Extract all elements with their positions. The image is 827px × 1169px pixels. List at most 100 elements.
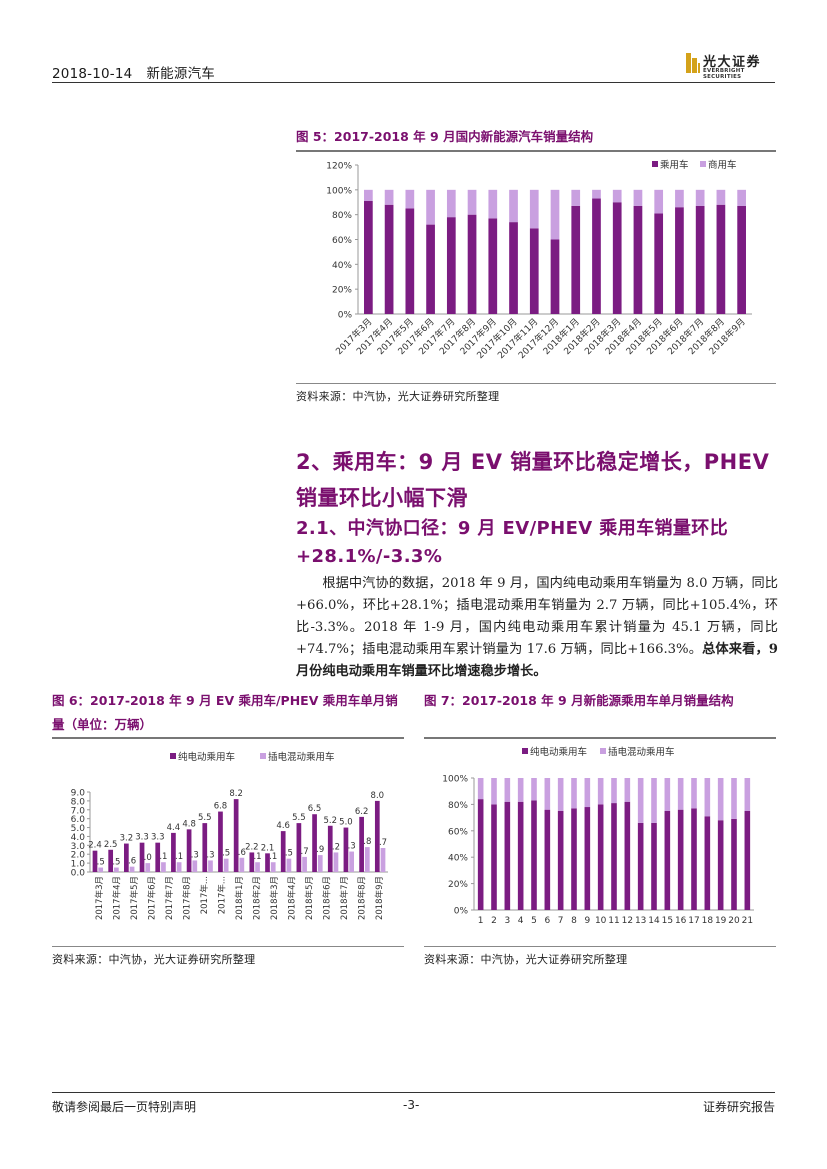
fig5-bar-secondary xyxy=(612,189,622,203)
fig6-x-tick-label: 2018年3月 xyxy=(269,876,280,920)
fig6-data-label: 3.3 xyxy=(151,833,165,843)
fig7-x-tick-label: 5 xyxy=(531,916,537,926)
fig6-data-label: .1 xyxy=(175,852,183,862)
brand-name-en: EVERBRIGHT SECURITIES xyxy=(703,68,745,80)
fig5-bar-secondary xyxy=(405,189,415,209)
fig5-bar-primary xyxy=(654,213,664,314)
fig7-x-tick-label: 10 xyxy=(595,916,607,926)
fig6-bar-phev xyxy=(192,860,198,872)
fig5-bar-primary xyxy=(550,239,560,314)
fig7-title: 图 7：2017-2018 年 9 月新能源乘用车单月销量结构 xyxy=(424,693,734,708)
fig7-y-tick-label: 20% xyxy=(448,880,468,890)
fig6-bar-phev xyxy=(302,856,307,872)
fig6-data-label: 4.8 xyxy=(182,819,196,829)
fig6-data-label: .7 xyxy=(301,847,309,857)
fig7-x-tick-label: 20 xyxy=(728,916,740,926)
report-date: 2018-10-14 xyxy=(52,66,133,82)
fig6-bar-ev xyxy=(171,832,176,872)
fig6-x-tick-label: 2017年7月 xyxy=(164,876,175,920)
fig7-x-tick-label: 16 xyxy=(675,916,687,926)
fig6-chart: 0.01.02.03.04.05.06.07.08.09.02.4.52.5.5… xyxy=(71,751,388,920)
fig7-bar-primary xyxy=(477,799,484,910)
fig7-bar-primary xyxy=(704,816,711,910)
fig5-bar-primary xyxy=(529,228,539,314)
fig7-legend-swatch xyxy=(600,748,606,754)
fig6-y-tick-label: 2.0 xyxy=(71,851,86,861)
fig7-x-tick-label: 17 xyxy=(688,916,699,926)
fig5-bar-primary xyxy=(675,207,684,314)
fig5-bar-primary xyxy=(716,204,726,314)
fig5-bar-secondary xyxy=(695,189,705,206)
section-subheading: 2.1、中汽协口径：9 月 EV/PHEV 乘用车销量环比 +28.1%/-3.… xyxy=(296,518,729,567)
paragraph-text: 根据中汽协的数据，2018 年 9 月，国内纯电动乘用车销量为 8.0 万辆，同… xyxy=(296,576,778,657)
fig6-bar-ev xyxy=(343,827,349,872)
fig5-chart: 0%20%40%60%80%100%120%2017年3月2017年4月2017… xyxy=(326,159,752,361)
fig7-bar-primary xyxy=(677,809,684,910)
fig6-data-label: .3 xyxy=(348,842,356,852)
fig7-x-tick-label: 8 xyxy=(571,916,577,926)
fig5-bar-primary xyxy=(488,218,498,314)
fig6-data-label: 5.5 xyxy=(198,813,212,823)
fig7-legend-label: 插电混动乘用车 xyxy=(608,746,675,758)
fig7-bar-secondary xyxy=(477,778,484,800)
fig5-bar-secondary xyxy=(675,189,684,208)
fig6-bar-ev xyxy=(202,823,208,872)
fig7-bar-primary xyxy=(557,811,564,910)
fig6-data-label: 3.2 xyxy=(120,834,134,844)
fig7-bar-secondary xyxy=(691,778,697,809)
fig5-bar-secondary xyxy=(737,189,746,206)
section-heading: 2、乘用车：9 月 EV 销量环比稳定增长，PHEV 销量环比小幅下滑 xyxy=(296,450,770,510)
fig7-x-tick-label: 7 xyxy=(558,916,564,926)
fig6-data-label: 2.4 xyxy=(88,841,102,851)
fig6-data-label: 6.5 xyxy=(308,804,322,814)
fig6-title: 图 6：2017-2018 年 9 月 EV 乘用车/PHEV 乘用车单月销量（… xyxy=(52,693,398,732)
fig6-bar-ev xyxy=(312,814,317,872)
brand-mark-icon xyxy=(686,53,700,73)
fig6-bar-phev xyxy=(286,858,292,872)
fig7-bar-secondary xyxy=(704,778,711,817)
fig5-bar-primary xyxy=(446,217,456,314)
fig5-y-tick-label: 0% xyxy=(338,311,353,321)
fig6-data-label: .6 xyxy=(238,848,246,858)
fig6-x-tick-label: 2017年... xyxy=(199,876,210,914)
fig5-bar-primary xyxy=(384,204,394,314)
fig7-y-tick-label: 80% xyxy=(448,801,468,811)
section-paragraph: 根据中汽协的数据，2018 年 9 月，国内纯电动乘用车销量为 8.0 万辆，同… xyxy=(296,573,778,683)
fig7-bar-primary xyxy=(664,811,671,910)
fig6-data-label: .5 xyxy=(222,849,230,859)
fig6-x-tick-label: 2017年8月 xyxy=(181,876,192,920)
fig7-bar-secondary xyxy=(611,778,617,804)
fig6-x-tick-label: 2018年5月 xyxy=(304,876,315,920)
fig6-bar-phev xyxy=(364,847,370,872)
footer-divider xyxy=(52,1092,775,1093)
fig7-bar-secondary xyxy=(744,778,751,811)
report-topic: 新能源汽车 xyxy=(146,66,215,82)
fig6-data-label: 5.5 xyxy=(292,813,306,823)
fig7-x-tick-label: 2 xyxy=(491,916,497,926)
fig6-data-label: .1 xyxy=(253,852,261,862)
fig6-data-label: .1 xyxy=(269,852,277,862)
fig6-data-label: .9 xyxy=(316,845,324,855)
fig5-bar-secondary xyxy=(571,189,581,206)
fig7-bar-primary xyxy=(544,809,551,910)
fig6-x-tick-label: 2018年2月 xyxy=(252,876,263,920)
fig6-x-tick-label: 2018年9月 xyxy=(374,876,385,920)
fig7-bar-primary xyxy=(597,804,604,910)
fig6-bottom-rule xyxy=(52,946,404,947)
fig6-x-tick-label: 2017年... xyxy=(216,876,227,914)
fig5-bar-secondary xyxy=(364,189,373,202)
fig6-x-tick-label: 2017年5月 xyxy=(129,876,140,920)
fig6-data-label: .3 xyxy=(206,850,214,860)
fig7-bar-primary xyxy=(624,801,631,910)
fig6-y-tick-label: 7.0 xyxy=(71,806,86,816)
fig5-bar-secondary xyxy=(592,189,601,199)
fig6-data-label: .1 xyxy=(159,852,167,862)
fig6-data-label: 5.2 xyxy=(323,816,337,826)
fig6-bar-ev xyxy=(108,849,114,872)
fig6-bar-phev xyxy=(255,862,260,872)
fig7-bar-secondary xyxy=(584,778,591,808)
fig6-y-tick-label: 4.0 xyxy=(71,833,86,843)
fig6-bar-ev xyxy=(280,831,286,872)
fig6-bar-ev xyxy=(139,842,145,872)
paragraph-conclusion: 总体来看，9 月份纯电动乘用车销量环比增速稳步增长。 xyxy=(296,642,778,679)
